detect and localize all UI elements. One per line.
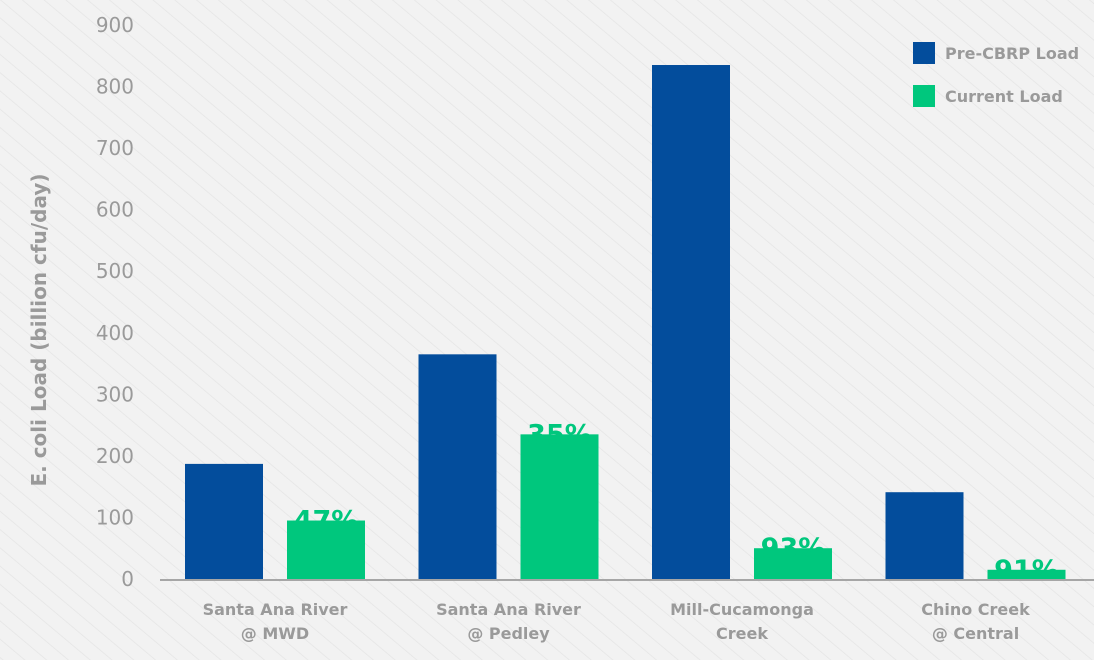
legend-swatch [913,85,935,107]
y-tick-label: 300 [96,382,134,406]
y-axis-title: E. coli Load (billion cfu/day) [27,173,51,486]
y-tick-label: 0 [121,567,134,591]
bar-pre-cbrp [418,354,497,579]
percent-reduction-label: 93% [761,533,826,564]
percent-labels: 47% 35% 93% 91% [294,419,1059,585]
legend-label: Pre-CBRP Load [945,44,1079,63]
x-tick-label: Mill-Cucamonga Creek [670,600,814,643]
y-tick-label: 200 [96,444,134,468]
bar-current [987,569,1066,579]
x-tick-label: Santa Ana River @ Pedley [436,600,581,643]
y-tick-label: 500 [96,259,134,283]
bar-current [754,548,832,579]
bar-current [287,520,365,579]
y-axis-ticks: 0 100 200 300 400 500 600 700 800 900 [96,13,134,591]
bar-pre-cbrp [185,463,263,579]
bars [185,65,1066,579]
y-tick-label: 400 [96,321,134,345]
y-tick-label: 100 [96,505,134,529]
y-tick-label: 700 [96,136,134,160]
legend-label: Current Load [945,87,1063,106]
x-tick-label: Chino Creek @ Central [921,600,1030,643]
legend: Pre-CBRP Load Current Load [913,42,1079,107]
x-tick-label: Santa Ana River @ MWD [203,600,348,643]
category-labels: Santa Ana River @ MWD Santa Ana River @ Ped… [203,600,1031,643]
bar-pre-cbrp [652,65,730,579]
percent-reduction-label: 91% [994,555,1059,586]
percent-reduction-label: 35% [527,419,592,450]
bar-current [520,434,599,579]
percent-reduction-label: 47% [294,506,359,537]
bar-pre-cbrp [885,492,964,579]
y-tick-label: 800 [96,75,134,99]
y-tick-label: 600 [96,198,134,222]
legend-swatch [913,42,935,64]
y-tick-label: 900 [96,13,134,37]
